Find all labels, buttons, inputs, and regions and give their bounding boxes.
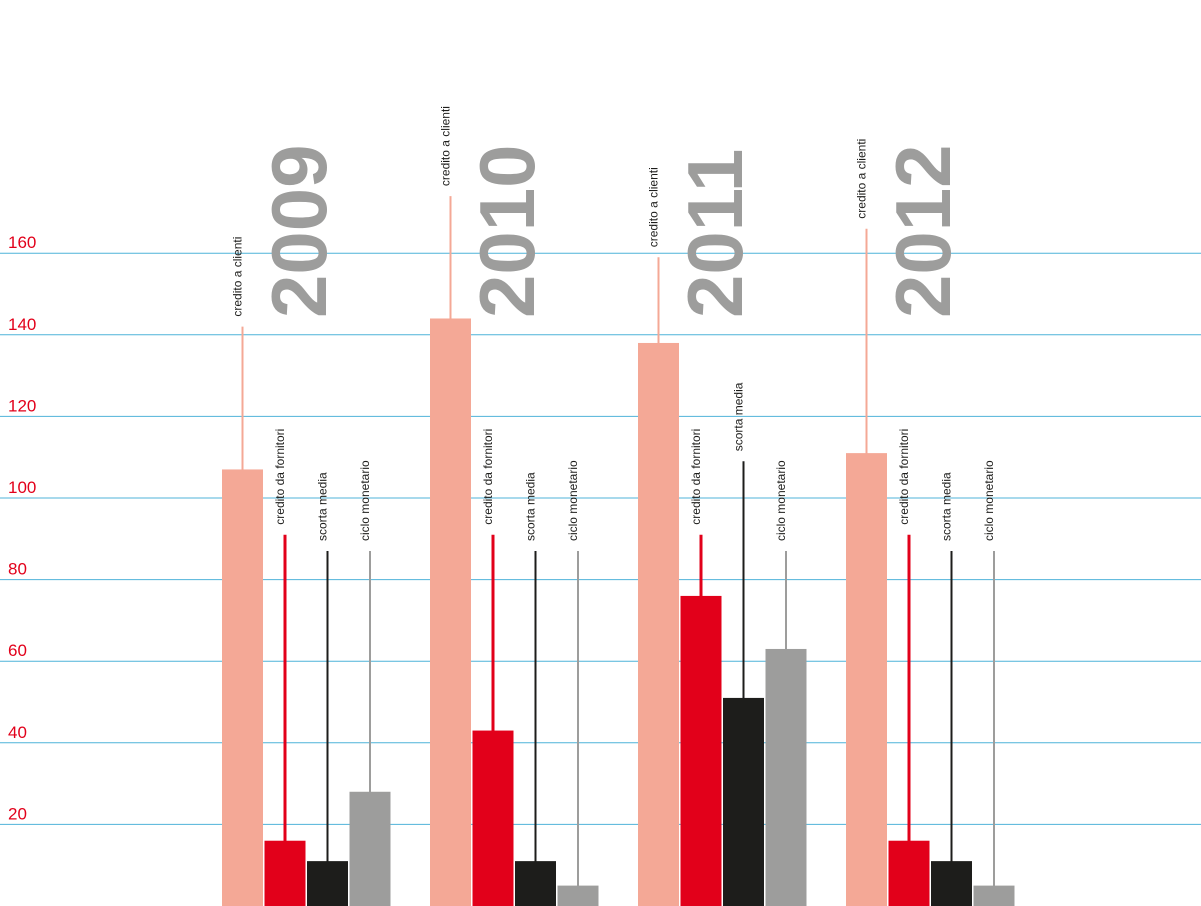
bar bbox=[222, 469, 263, 906]
bar bbox=[515, 861, 556, 906]
y-tick-label: 60 bbox=[8, 641, 27, 660]
bar bbox=[558, 886, 599, 906]
y-tick-label: 140 bbox=[8, 315, 36, 334]
series-label: credito da fornitori bbox=[689, 429, 703, 525]
bar bbox=[350, 792, 391, 906]
y-tick-label: 20 bbox=[8, 804, 27, 823]
series-label: credito a clienti bbox=[647, 167, 661, 247]
series-label: credito a clienti bbox=[855, 139, 869, 219]
series-label: credito a clienti bbox=[439, 106, 453, 186]
series-label: ciclo monetario bbox=[774, 460, 788, 541]
bar bbox=[974, 886, 1015, 906]
series-label: credito da fornitori bbox=[481, 429, 495, 525]
y-tick-labels: 20 40 60 80 100 120 140 160 bbox=[8, 233, 36, 823]
series-label: ciclo monetario bbox=[358, 460, 372, 541]
bar bbox=[766, 649, 807, 906]
bar bbox=[681, 596, 722, 906]
y-tick-label: 80 bbox=[8, 560, 27, 579]
y-tick-label: 40 bbox=[8, 723, 27, 742]
series-label: credito a clienti bbox=[231, 237, 245, 317]
category-label: 2010 bbox=[463, 144, 551, 318]
series-label: credito da fornitori bbox=[897, 429, 911, 525]
bar bbox=[931, 861, 972, 906]
bar bbox=[889, 841, 930, 906]
series-label: credito da fornitori bbox=[273, 429, 287, 525]
bar bbox=[307, 861, 348, 906]
bar bbox=[473, 731, 514, 906]
bar bbox=[723, 698, 764, 906]
category-label: 2011 bbox=[671, 149, 759, 318]
grid-lines bbox=[0, 253, 1201, 824]
series-label: scorta media bbox=[524, 472, 538, 541]
series-label: scorta media bbox=[732, 382, 746, 451]
y-tick-label: 120 bbox=[8, 396, 36, 415]
bars bbox=[222, 318, 1015, 906]
bar bbox=[846, 453, 887, 906]
category-label: 2012 bbox=[879, 144, 967, 318]
series-label: ciclo monetario bbox=[982, 460, 996, 541]
y-tick-label: 100 bbox=[8, 478, 36, 497]
series-label: scorta media bbox=[316, 472, 330, 541]
bar bbox=[430, 318, 471, 906]
series-label: scorta media bbox=[940, 472, 954, 541]
category-label: 2009 bbox=[255, 144, 343, 318]
bar bbox=[638, 343, 679, 906]
bar bbox=[265, 841, 306, 906]
series-label: ciclo monetario bbox=[566, 460, 580, 541]
y-tick-label: 160 bbox=[8, 233, 36, 252]
